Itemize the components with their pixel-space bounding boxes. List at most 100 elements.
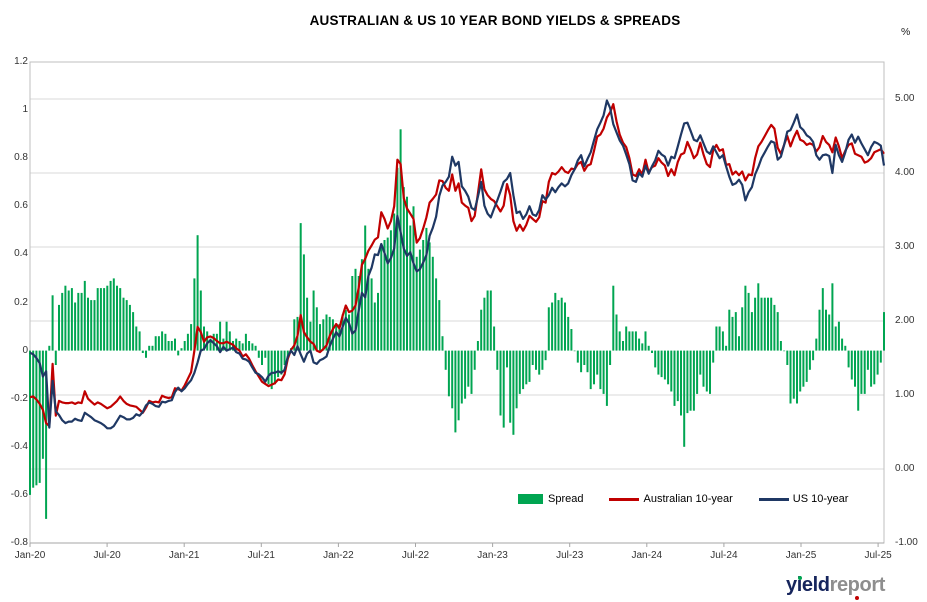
- spread-bar: [883, 312, 885, 351]
- spread-bar: [74, 302, 77, 351]
- spread-bar: [186, 333, 189, 351]
- spread-bar: [270, 350, 273, 390]
- spread-bar: [360, 259, 363, 351]
- spread-bar: [464, 350, 467, 399]
- left-axis-tick-label: -0.2: [10, 392, 28, 404]
- spread-bar: [866, 350, 869, 370]
- spread-bar: [551, 302, 554, 351]
- spread-bar: [367, 268, 370, 351]
- spread-bar: [128, 304, 131, 351]
- spread-bar: [825, 309, 827, 351]
- spread-bar: [763, 297, 766, 351]
- spread-bar: [680, 350, 682, 416]
- spread-bar: [415, 256, 418, 351]
- spread-bar: [145, 350, 147, 358]
- spread-bar: [834, 326, 837, 351]
- spread-bar: [589, 350, 592, 390]
- spread-bar: [209, 338, 212, 351]
- spread-bar: [254, 345, 257, 351]
- spread-bar: [190, 324, 193, 351]
- right-axis-tick-label: -1.00: [895, 537, 918, 548]
- spread-bar: [489, 290, 492, 351]
- spread-bar: [760, 297, 763, 351]
- spread-bar: [799, 350, 802, 392]
- legend-label-us-10-year: US 10-year: [792, 493, 849, 505]
- legend-label-australian-10-year: Australian 10-year: [643, 493, 733, 505]
- spread-bar: [161, 331, 164, 351]
- spread-bar: [580, 350, 583, 373]
- spread-bar: [631, 331, 634, 351]
- spread-bar: [83, 280, 86, 351]
- spread-bar: [257, 350, 260, 358]
- spread-bar: [615, 314, 618, 351]
- spread-bar: [377, 292, 379, 351]
- spread-bar: [354, 268, 357, 351]
- spread-bar: [141, 350, 144, 353]
- australian-10-year-line: [29, 103, 885, 428]
- spread-bar: [248, 341, 251, 351]
- spread-bar: [557, 300, 560, 351]
- spread-bar: [183, 341, 186, 351]
- legend-item-us-10-year: US 10-year: [758, 493, 849, 505]
- spread-bar: [821, 288, 824, 351]
- spread-bar: [876, 350, 879, 375]
- spread-bar: [609, 350, 612, 365]
- spread-bar: [625, 326, 628, 351]
- spread-bar: [618, 331, 621, 351]
- spread-bar: [122, 297, 125, 351]
- spread-bar: [725, 345, 728, 351]
- legend-item-australian-10-year: Australian 10-year: [609, 493, 733, 505]
- left-axis-tick-label: 0.4: [14, 248, 28, 260]
- spread-bar: [586, 350, 589, 373]
- spread-bar: [818, 309, 821, 351]
- spread-bar: [779, 341, 782, 351]
- spread-bar: [773, 304, 776, 351]
- spread-bar: [119, 288, 122, 351]
- spread-bar: [554, 292, 557, 351]
- spread-bar: [509, 350, 512, 423]
- spread-bar: [309, 321, 312, 351]
- spread-bar: [219, 321, 222, 351]
- spread-bar: [174, 338, 176, 351]
- spread-bar: [409, 225, 412, 351]
- spread-bar: [109, 280, 112, 351]
- spread-bar: [676, 350, 679, 402]
- spread-bar: [570, 329, 573, 351]
- left-axis-tick-label: 1.2: [14, 56, 28, 67]
- spread-bar: [741, 307, 744, 351]
- spread-bar: [261, 350, 263, 365]
- spread-bar: [721, 331, 724, 351]
- spread-bar: [518, 350, 521, 394]
- spread-bar: [628, 331, 631, 351]
- spread-bar: [483, 297, 486, 351]
- spread-bar: [850, 350, 853, 380]
- spread-bar: [235, 338, 238, 351]
- spread-bar: [873, 350, 876, 385]
- spread-bar: [151, 345, 154, 351]
- spread-bar: [348, 314, 350, 351]
- spread-bar: [280, 350, 283, 375]
- spread-bar: [438, 300, 441, 351]
- spread-bar: [447, 350, 450, 397]
- spread-bar: [792, 350, 795, 399]
- right-axis-tick-label: 1.00: [895, 389, 915, 400]
- spread-bar: [467, 350, 470, 387]
- spread-bar: [515, 350, 518, 409]
- spread-bar: [808, 350, 811, 370]
- spread-bar: [103, 288, 106, 351]
- spread-bar: [770, 297, 773, 351]
- left-axis-tick-label: -0.6: [10, 488, 28, 500]
- spread-bar: [815, 338, 818, 351]
- spread-bar: [754, 297, 757, 351]
- spread-bar: [67, 290, 70, 351]
- spread-bar: [702, 350, 705, 387]
- spread-bar: [499, 350, 502, 416]
- spread-bar: [80, 292, 83, 351]
- spread-bar: [167, 341, 170, 351]
- yieldreport-logo: yieldreport: [786, 574, 885, 600]
- spread-bar: [689, 350, 692, 411]
- spread-bar: [319, 324, 321, 351]
- spread-bar: [148, 345, 151, 351]
- spread-bar: [506, 350, 508, 368]
